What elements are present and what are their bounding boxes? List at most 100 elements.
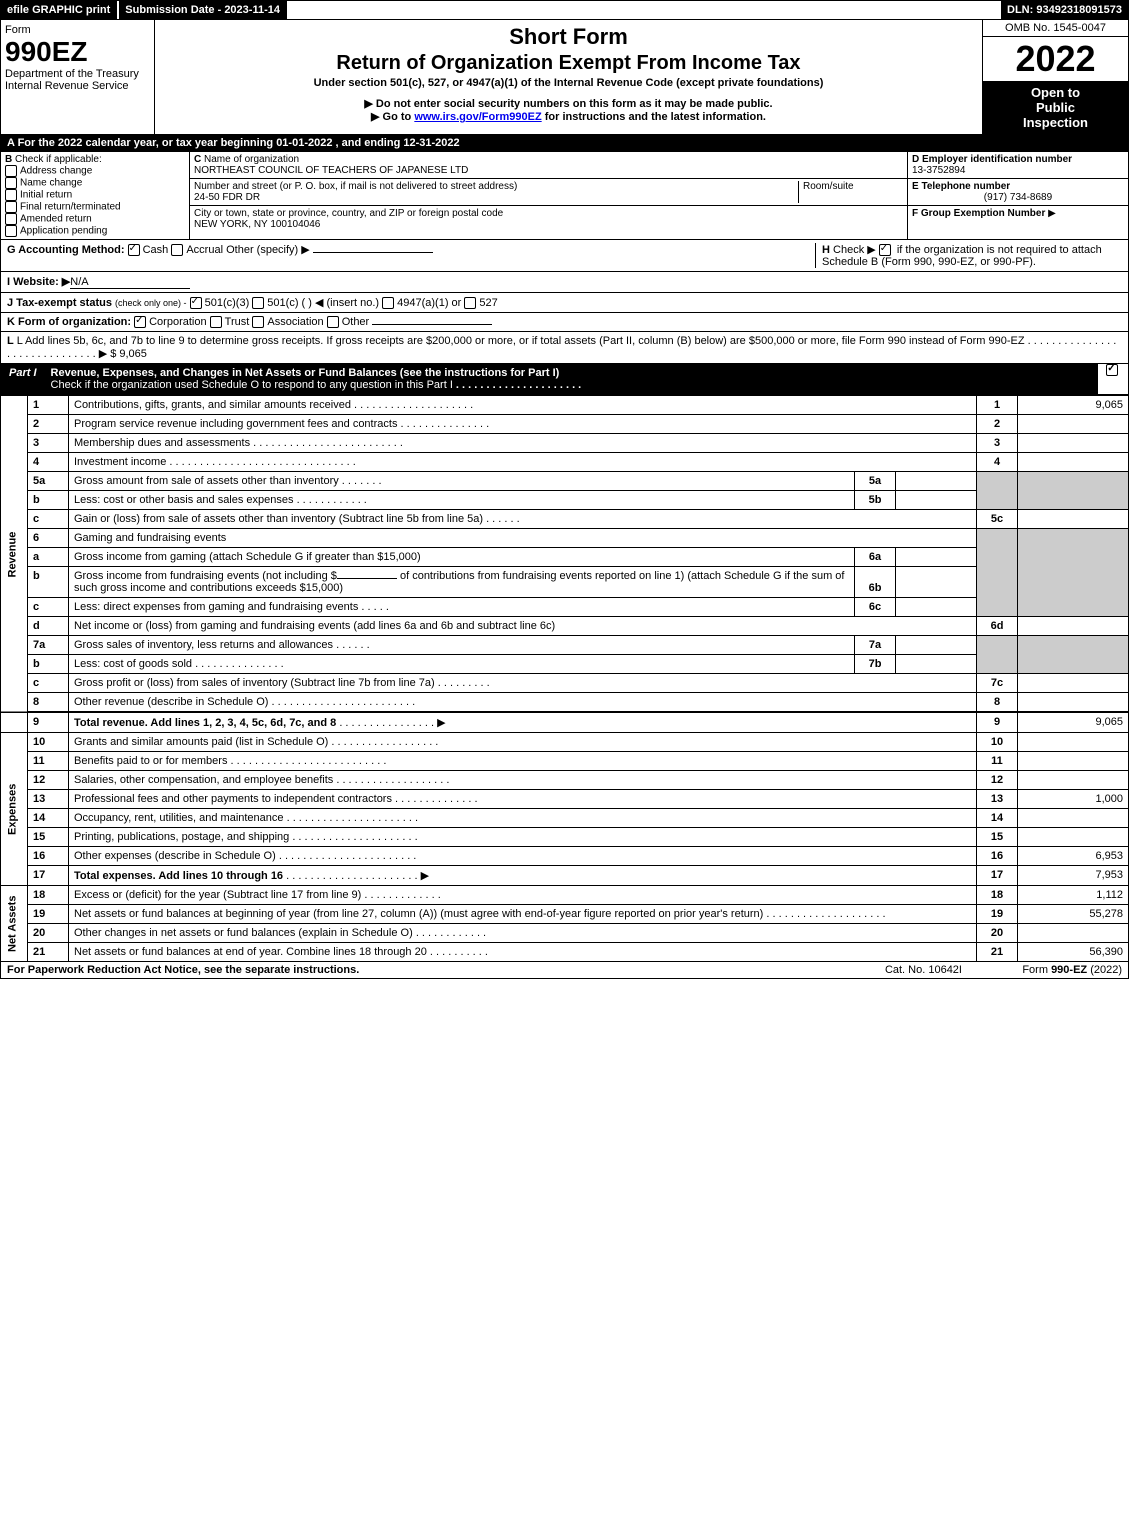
chk-schedule-o[interactable] xyxy=(1106,364,1118,376)
amt-1: 9,065 xyxy=(1018,396,1129,415)
table-row: 12 Salaries, other compensation, and emp… xyxy=(1,771,1129,790)
table-row: 20 Other changes in net assets or fund b… xyxy=(1,924,1129,943)
table-row: 16 Other expenses (describe in Schedule … xyxy=(1,847,1129,866)
phone: (917) 734-8689 xyxy=(912,192,1124,203)
section-bcd: B Check if applicable: Address change Na… xyxy=(0,152,1129,240)
table-row: Revenue 1 Contributions, gifts, grants, … xyxy=(1,396,1129,415)
room-suite: Room/suite xyxy=(798,181,903,203)
table-row: 3 Membership dues and assessments . . . … xyxy=(1,434,1129,453)
amt-9: 9,065 xyxy=(1018,712,1129,733)
amt-8 xyxy=(1018,693,1129,713)
irs-link[interactable]: www.irs.gov/Form990EZ xyxy=(414,111,541,123)
table-row: Expenses 10 Grants and similar amounts p… xyxy=(1,733,1129,752)
chk-501c3[interactable] xyxy=(190,297,202,309)
chk-cash[interactable] xyxy=(128,244,140,256)
chk-final-return[interactable] xyxy=(5,201,17,213)
column-def: D Employer identification number 13-3752… xyxy=(908,152,1128,239)
part-i-table: Revenue 1 Contributions, gifts, grants, … xyxy=(0,395,1129,962)
top-bar: efile GRAPHIC print Submission Date - 20… xyxy=(0,0,1129,20)
amt-10 xyxy=(1018,733,1129,752)
other-specify-input[interactable] xyxy=(313,252,433,253)
table-row: a Gross income from gaming (attach Sched… xyxy=(1,548,1129,567)
line-l: L L Add lines 5b, 6c, and 7b to line 9 t… xyxy=(0,332,1129,364)
form-header: Form 990EZ Department of the Treasury In… xyxy=(0,20,1129,135)
header-mid: Short Form Return of Organization Exempt… xyxy=(155,20,982,134)
chk-501c[interactable] xyxy=(252,297,264,309)
form-label: Form xyxy=(5,24,150,36)
amt-4 xyxy=(1018,453,1129,472)
cat-no: Cat. No. 10642I xyxy=(885,964,962,976)
table-row: 7a Gross sales of inventory, less return… xyxy=(1,636,1129,655)
row-a-tax-year: A For the 2022 calendar year, or tax yea… xyxy=(0,135,1129,152)
part-i-header: Part I Revenue, Expenses, and Changes in… xyxy=(0,364,1129,395)
amt-16: 6,953 xyxy=(1018,847,1129,866)
chk-trust[interactable] xyxy=(210,316,222,328)
column-b: B Check if applicable: Address change Na… xyxy=(1,152,190,239)
amt-12 xyxy=(1018,771,1129,790)
title-short-form: Short Form xyxy=(159,24,978,50)
org-name: NORTHEAST COUNCIL OF TEACHERS OF JAPANES… xyxy=(194,165,468,176)
column-c: C Name of organization NORTHEAST COUNCIL… xyxy=(190,152,908,239)
table-row: 11 Benefits paid to or for members . . .… xyxy=(1,752,1129,771)
amt-14 xyxy=(1018,809,1129,828)
org-city: NEW YORK, NY 100104046 xyxy=(194,219,320,230)
chk-address-change[interactable] xyxy=(5,165,17,177)
table-row: 5a Gross amount from sale of assets othe… xyxy=(1,472,1129,491)
table-row: b Less: cost or other basis and sales ex… xyxy=(1,491,1129,510)
subtitle-goto: ▶ Go to www.irs.gov/Form990EZ for instru… xyxy=(159,110,978,123)
amt-13: 1,000 xyxy=(1018,790,1129,809)
amt-6b xyxy=(896,567,977,598)
chk-4947[interactable] xyxy=(382,297,394,309)
org-address: 24-50 FDR DR xyxy=(194,192,260,203)
table-row: b Gross income from fundraising events (… xyxy=(1,567,1129,598)
chk-schedule-b[interactable] xyxy=(879,244,891,256)
revenue-label: Revenue xyxy=(1,396,28,713)
chk-corporation[interactable] xyxy=(134,316,146,328)
amt-5c xyxy=(1018,510,1129,529)
other-org-input[interactable] xyxy=(372,324,492,325)
chk-association[interactable] xyxy=(252,316,264,328)
chk-application-pending[interactable] xyxy=(5,225,17,237)
line-k: K Form of organization: Corporation Trus… xyxy=(0,313,1129,332)
line-j: J Tax-exempt status (check only one) - 5… xyxy=(0,293,1129,313)
header-left: Form 990EZ Department of the Treasury In… xyxy=(1,20,155,134)
submission-date: Submission Date - 2023-11-14 xyxy=(117,1,287,19)
table-row: 21 Net assets or fund balances at end of… xyxy=(1,943,1129,962)
table-row: Net Assets 18 Excess or (deficit) for th… xyxy=(1,886,1129,905)
amt-7c xyxy=(1018,674,1129,693)
amt-17: 7,953 xyxy=(1018,866,1129,886)
efile-label[interactable]: efile GRAPHIC print xyxy=(1,1,117,19)
irs-label: Internal Revenue Service xyxy=(5,80,150,92)
expenses-label: Expenses xyxy=(1,733,28,886)
table-row: 2 Program service revenue including gove… xyxy=(1,415,1129,434)
amt-15 xyxy=(1018,828,1129,847)
amt-7b xyxy=(896,655,977,674)
chk-527[interactable] xyxy=(464,297,476,309)
chk-amended-return[interactable] xyxy=(5,213,17,225)
chk-accrual[interactable] xyxy=(171,244,183,256)
chk-initial-return[interactable] xyxy=(5,189,17,201)
amt-19: 55,278 xyxy=(1018,905,1129,924)
amt-3 xyxy=(1018,434,1129,453)
subtitle-section: Under section 501(c), 527, or 4947(a)(1)… xyxy=(159,77,978,89)
chk-name-change[interactable] xyxy=(5,177,17,189)
title-return: Return of Organization Exempt From Incom… xyxy=(159,52,978,75)
page-footer: For Paperwork Reduction Act Notice, see … xyxy=(0,962,1129,979)
amt-2 xyxy=(1018,415,1129,434)
header-right: OMB No. 1545-0047 2022 Open to Public In… xyxy=(982,20,1128,134)
table-row: 17 Total expenses. Add lines 10 through … xyxy=(1,866,1129,886)
amt-6c xyxy=(896,598,977,617)
amt-7a xyxy=(896,636,977,655)
table-row: c Gain or (loss) from sale of assets oth… xyxy=(1,510,1129,529)
table-row: 13 Professional fees and other payments … xyxy=(1,790,1129,809)
amt-6a xyxy=(896,548,977,567)
contrib-input[interactable] xyxy=(337,578,397,579)
amt-11 xyxy=(1018,752,1129,771)
table-row: 4 Investment income . . . . . . . . . . … xyxy=(1,453,1129,472)
table-row: 19 Net assets or fund balances at beginn… xyxy=(1,905,1129,924)
chk-other-org[interactable] xyxy=(327,316,339,328)
amt-21: 56,390 xyxy=(1018,943,1129,962)
table-row: 6 Gaming and fundraising events xyxy=(1,529,1129,548)
line-gh: G Accounting Method: Cash Accrual Other … xyxy=(0,240,1129,272)
omb-number: OMB No. 1545-0047 xyxy=(983,20,1128,37)
